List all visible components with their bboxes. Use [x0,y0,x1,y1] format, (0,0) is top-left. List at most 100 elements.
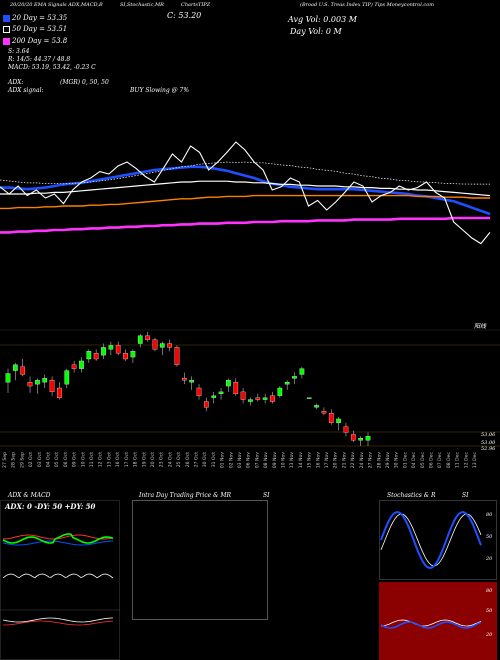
x-date-44: 29 Nov [385,452,391,469]
candle-body-22 [167,343,172,348]
header-symbol: ChartsTIPZ [181,2,211,8]
si-tick-80: 80 [486,588,493,594]
x-date-49: 06 Dec [429,452,435,469]
ema20-swatch [3,15,10,22]
mgr-value: (MGR) 0, 50, 50 [60,79,109,86]
adx-macd-panel [0,500,120,660]
x-date-0: 27 Sep [2,452,8,468]
buy-signal: BUY Slowing @ 7% [130,87,190,94]
series-line-2 [0,216,490,234]
adx-signal-label: ADX signal: [8,87,44,94]
candle-body-7 [57,387,62,398]
candle-body-27 [204,401,209,408]
main-price-chart: 27 Sep 28 Sep 29 Sep 02 Oct 03 Oct 04 Oct 05 O… [0,141,500,469]
candle-body-3 [27,382,33,387]
ema20-label: 20 Day = 53.35 [12,14,68,22]
price-label-3: 52.96 [481,446,496,452]
candle-body-28 [211,395,217,398]
x-date-38: 20 Nov [333,452,339,469]
x-date-42: 27 Nov [368,452,374,469]
candle-body-30 [226,380,231,387]
x-date-7: 06 Oct [63,452,69,467]
x-date-46: 01 Dec [402,452,408,469]
candle-body-21 [159,343,165,348]
x-date-13: 16 Oct [115,452,121,467]
x-date-40: 22 Nov [350,452,356,469]
x-date-33: 13 Nov [289,452,295,469]
x-date-8: 09 Oct [72,452,78,467]
candle-body-19 [145,335,150,340]
candle-body-20 [152,339,158,350]
candle-body-10 [79,360,84,369]
candle-body-2 [20,366,26,375]
ema200-swatch [3,38,10,45]
candle-body-31 [233,382,239,394]
s-value: S: 3.64 [8,48,30,55]
candle-body-46 [343,426,349,433]
x-date-25: 01 Nov [220,452,226,469]
x-date-4: 03 Oct [37,452,43,467]
candle-body-39 [292,376,297,379]
x-date-54: 13 Dec [472,452,478,469]
candle-body-34 [255,397,261,400]
x-date-12: 13 Oct [106,452,112,467]
stoch-panel-title: Stochastics & R [387,492,436,499]
day-volume: Day Vol: 0 M [290,27,342,36]
x-date-31: 09 Nov [272,452,278,469]
x-date-9: 10 Oct [80,452,86,467]
x-date-37: 17 Nov [324,452,330,469]
stochastic-panel [379,500,497,580]
si-tick-50: 50 [486,608,493,614]
x-date-24: 31 Oct [211,452,217,467]
intraday-panel [132,500,268,620]
candle-body-0 [5,373,11,383]
adx-panel-title: ADX & MACD [8,492,51,499]
intra-panel-title: Intra Day Trading Price & MR [139,492,232,499]
candle-body-44 [328,412,334,423]
adx-legend: ADX: 0 -DY: 50 +DY: 50 [5,502,96,511]
candle-body-11 [86,351,92,360]
x-date-3: 02 Oct [28,452,34,467]
candle-body-14 [108,345,114,350]
x-date-2: 29 Sep [19,452,25,468]
stoch-tick-80: 80 [486,512,493,518]
candle-body-47 [350,434,356,441]
candle-body-45 [336,418,341,423]
x-date-52: 11 Dec [455,452,461,469]
candle-body-4 [35,380,40,385]
header-indicators: SI,Stochastic,MR [120,2,164,8]
x-date-11: 12 Oct [98,452,104,467]
x-date-16: 19 Oct [141,452,147,467]
candle-body-25 [189,380,195,383]
candle-body-17 [130,351,136,358]
avg-volume: Avg Vol: 0.003 M [288,15,357,24]
candle-body-49 [365,436,371,441]
candle-body-18 [137,335,143,344]
candle-body-37 [277,387,283,396]
x-date-27: 03 Nov [237,452,243,469]
candle-body-42 [314,405,319,408]
candle-body-12 [93,353,99,360]
candle-body-9 [71,364,77,369]
x-date-53: 12 Dec [463,452,469,469]
stoch-tick-50: 50 [486,534,493,540]
candle-body-29 [218,391,224,394]
x-date-22: 27 Oct [194,452,200,467]
candle-body-13 [101,347,106,356]
candle-body-26 [196,387,202,396]
x-date-47: 04 Dec [411,452,417,469]
x-date-34: 14 Nov [298,452,304,469]
candle-body-24 [181,378,187,381]
x-date-50: 07 Dec [437,452,443,469]
intra-panel-si: SI [263,492,270,499]
candle-body-15 [115,345,121,354]
x-date-41: 24 Nov [359,452,365,469]
main-right-label: 阳线 [474,323,487,330]
candle-body-43 [321,411,327,414]
header-title: 20/20/20 EMA Signals ADX,MACD,B [10,2,103,8]
x-date-36: 16 Nov [315,452,321,469]
x-date-21: 26 Oct [185,452,191,467]
x-date-43: 28 Nov [376,452,382,469]
x-date-10: 11 Oct [89,452,95,467]
header-description: (Broad U.S. Treas Index TIP) Tips Moneyc… [300,2,434,8]
